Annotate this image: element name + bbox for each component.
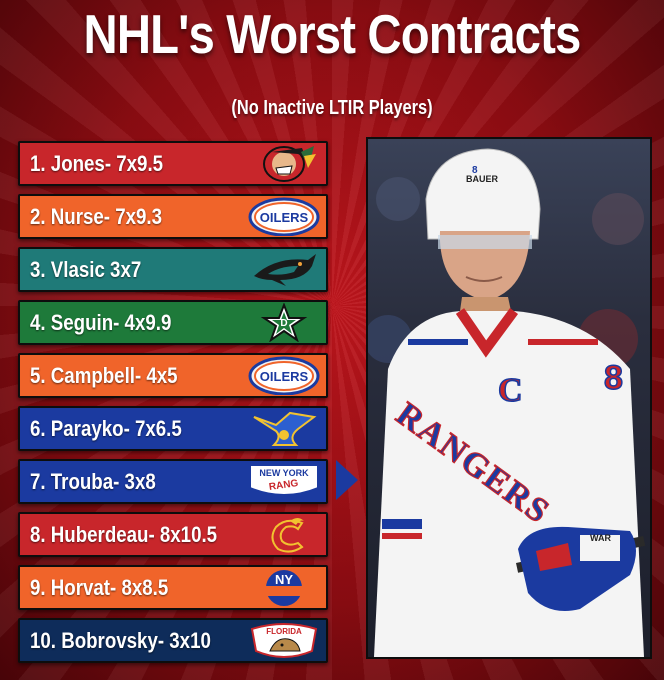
player-label: 3. Vlasic 3x7 (30, 257, 142, 282)
oilers-wordmark: OILERS (260, 369, 309, 384)
sharks-logo (246, 250, 322, 289)
player-label: 10. Bobrovsky- 3x10 (30, 628, 211, 653)
helmet (425, 148, 541, 240)
blues-logo (246, 409, 322, 448)
oilers-logo: OILERS (246, 197, 322, 236)
list-item: 10. Bobrovsky- 3x10 FLORIDA (18, 618, 328, 663)
contracts-list: 1. Jones- 7x9.5 2. Nurse- 7x9.3 OILERS 3… (18, 141, 328, 671)
player-label: 2. Nurse- 7x9.3 (30, 204, 163, 229)
list-item: 1. Jones- 7x9.5 (18, 141, 328, 186)
player-label: 6. Parayko- 7x6.5 (30, 416, 182, 441)
blackhawks-logo (246, 144, 322, 183)
svg-text:D: D (280, 318, 287, 329)
panthers-logo-text: FLORIDA (266, 627, 302, 636)
oilers-wordmark: OILERS (260, 210, 309, 225)
player-label: 1. Jones- 7x9.5 (30, 151, 164, 176)
rangers-logo: NEW YORK RANG (246, 462, 322, 501)
page-subtitle: (No Inactive LTIR Players) (231, 97, 433, 119)
list-item: 6. Parayko- 7x6.5 (18, 406, 328, 451)
list-item: 8. Huberdeau- 8x10.5 (18, 512, 328, 557)
oilers-logo: OILERS (246, 356, 322, 395)
list-item: 3. Vlasic 3x7 (18, 247, 328, 292)
list-item: 5. Campbell- 4x5 OILERS (18, 353, 328, 398)
flames-logo (246, 515, 322, 554)
player-label: 7. Trouba- 3x8 (30, 469, 156, 494)
helmet-number: 8 (472, 165, 478, 176)
player-label: 8. Huberdeau- 8x10.5 (30, 522, 218, 547)
captain-letter: C (498, 372, 523, 409)
panthers-logo: FLORIDA (246, 621, 322, 660)
glove-brand: WAR (590, 533, 611, 543)
helmet-brand: BAUER (466, 174, 499, 184)
player-label: 4. Seguin- 4x9.9 (30, 310, 172, 335)
islanders-logo: NY (246, 568, 322, 607)
highlight-arrow (336, 460, 358, 500)
list-item: 7. Trouba- 3x8 NEW YORK RANG (18, 459, 328, 504)
player-label: 5. Campbell- 4x5 (30, 363, 178, 388)
shoulder-number: 8 (604, 359, 623, 397)
rangers-logo-wordmark: RANG (268, 478, 299, 493)
rangers-logo-text: NEW YORK (259, 468, 309, 478)
islanders-logo-text: NY (275, 572, 293, 587)
list-item: 2. Nurse- 7x9.3 OILERS (18, 194, 328, 239)
list-item: 9. Horvat- 8x8.5 NY (18, 565, 328, 610)
page-title: NHL's Worst Contracts (83, 3, 582, 65)
stars-logo: D (246, 303, 322, 342)
player-label: 9. Horvat- 8x8.5 (30, 575, 169, 600)
list-item: 4. Seguin- 4x9.9 D (18, 300, 328, 345)
player-photo: BAUER 8 C 8 RANGERS WAR (366, 137, 652, 659)
